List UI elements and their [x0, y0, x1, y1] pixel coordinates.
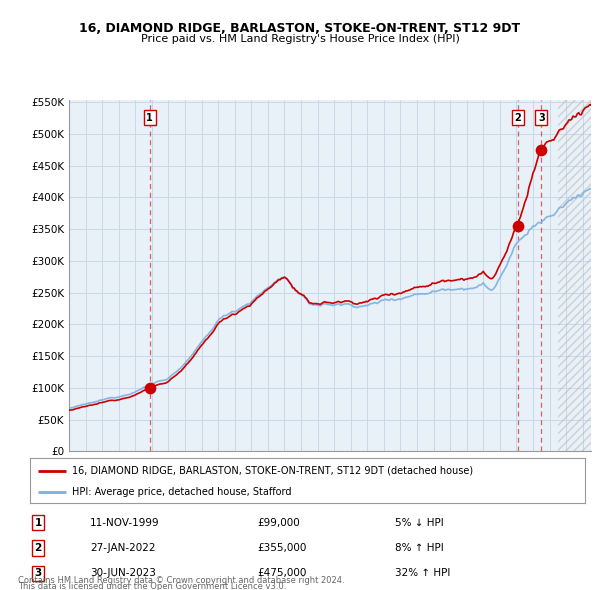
Text: 3: 3: [538, 113, 545, 123]
Point: [513, 221, 523, 231]
Point: [536, 145, 546, 155]
Text: 11-NOV-1999: 11-NOV-1999: [90, 518, 160, 527]
Text: £355,000: £355,000: [257, 543, 306, 553]
Text: Price paid vs. HM Land Registry's House Price Index (HPI): Price paid vs. HM Land Registry's House …: [140, 34, 460, 44]
Text: 8% ↑ HPI: 8% ↑ HPI: [395, 543, 444, 553]
Text: 32% ↑ HPI: 32% ↑ HPI: [395, 568, 451, 578]
Text: 16, DIAMOND RIDGE, BARLASTON, STOKE-ON-TRENT, ST12 9DT: 16, DIAMOND RIDGE, BARLASTON, STOKE-ON-T…: [79, 22, 521, 35]
Point: [145, 384, 155, 393]
Text: 16, DIAMOND RIDGE, BARLASTON, STOKE-ON-TRENT, ST12 9DT (detached house): 16, DIAMOND RIDGE, BARLASTON, STOKE-ON-T…: [71, 466, 473, 476]
Text: £99,000: £99,000: [257, 518, 299, 527]
Text: £475,000: £475,000: [257, 568, 306, 578]
Text: 2: 2: [34, 543, 41, 553]
Text: HPI: Average price, detached house, Stafford: HPI: Average price, detached house, Staf…: [71, 487, 291, 497]
Text: 1: 1: [34, 518, 41, 527]
Text: 3: 3: [34, 568, 41, 578]
Text: 5% ↓ HPI: 5% ↓ HPI: [395, 518, 444, 527]
Text: 27-JAN-2022: 27-JAN-2022: [90, 543, 155, 553]
Text: 30-JUN-2023: 30-JUN-2023: [90, 568, 156, 578]
Text: This data is licensed under the Open Government Licence v3.0.: This data is licensed under the Open Gov…: [18, 582, 286, 590]
Text: Contains HM Land Registry data © Crown copyright and database right 2024.: Contains HM Land Registry data © Crown c…: [18, 576, 344, 585]
Text: 1: 1: [146, 113, 153, 123]
Text: 2: 2: [514, 113, 521, 123]
